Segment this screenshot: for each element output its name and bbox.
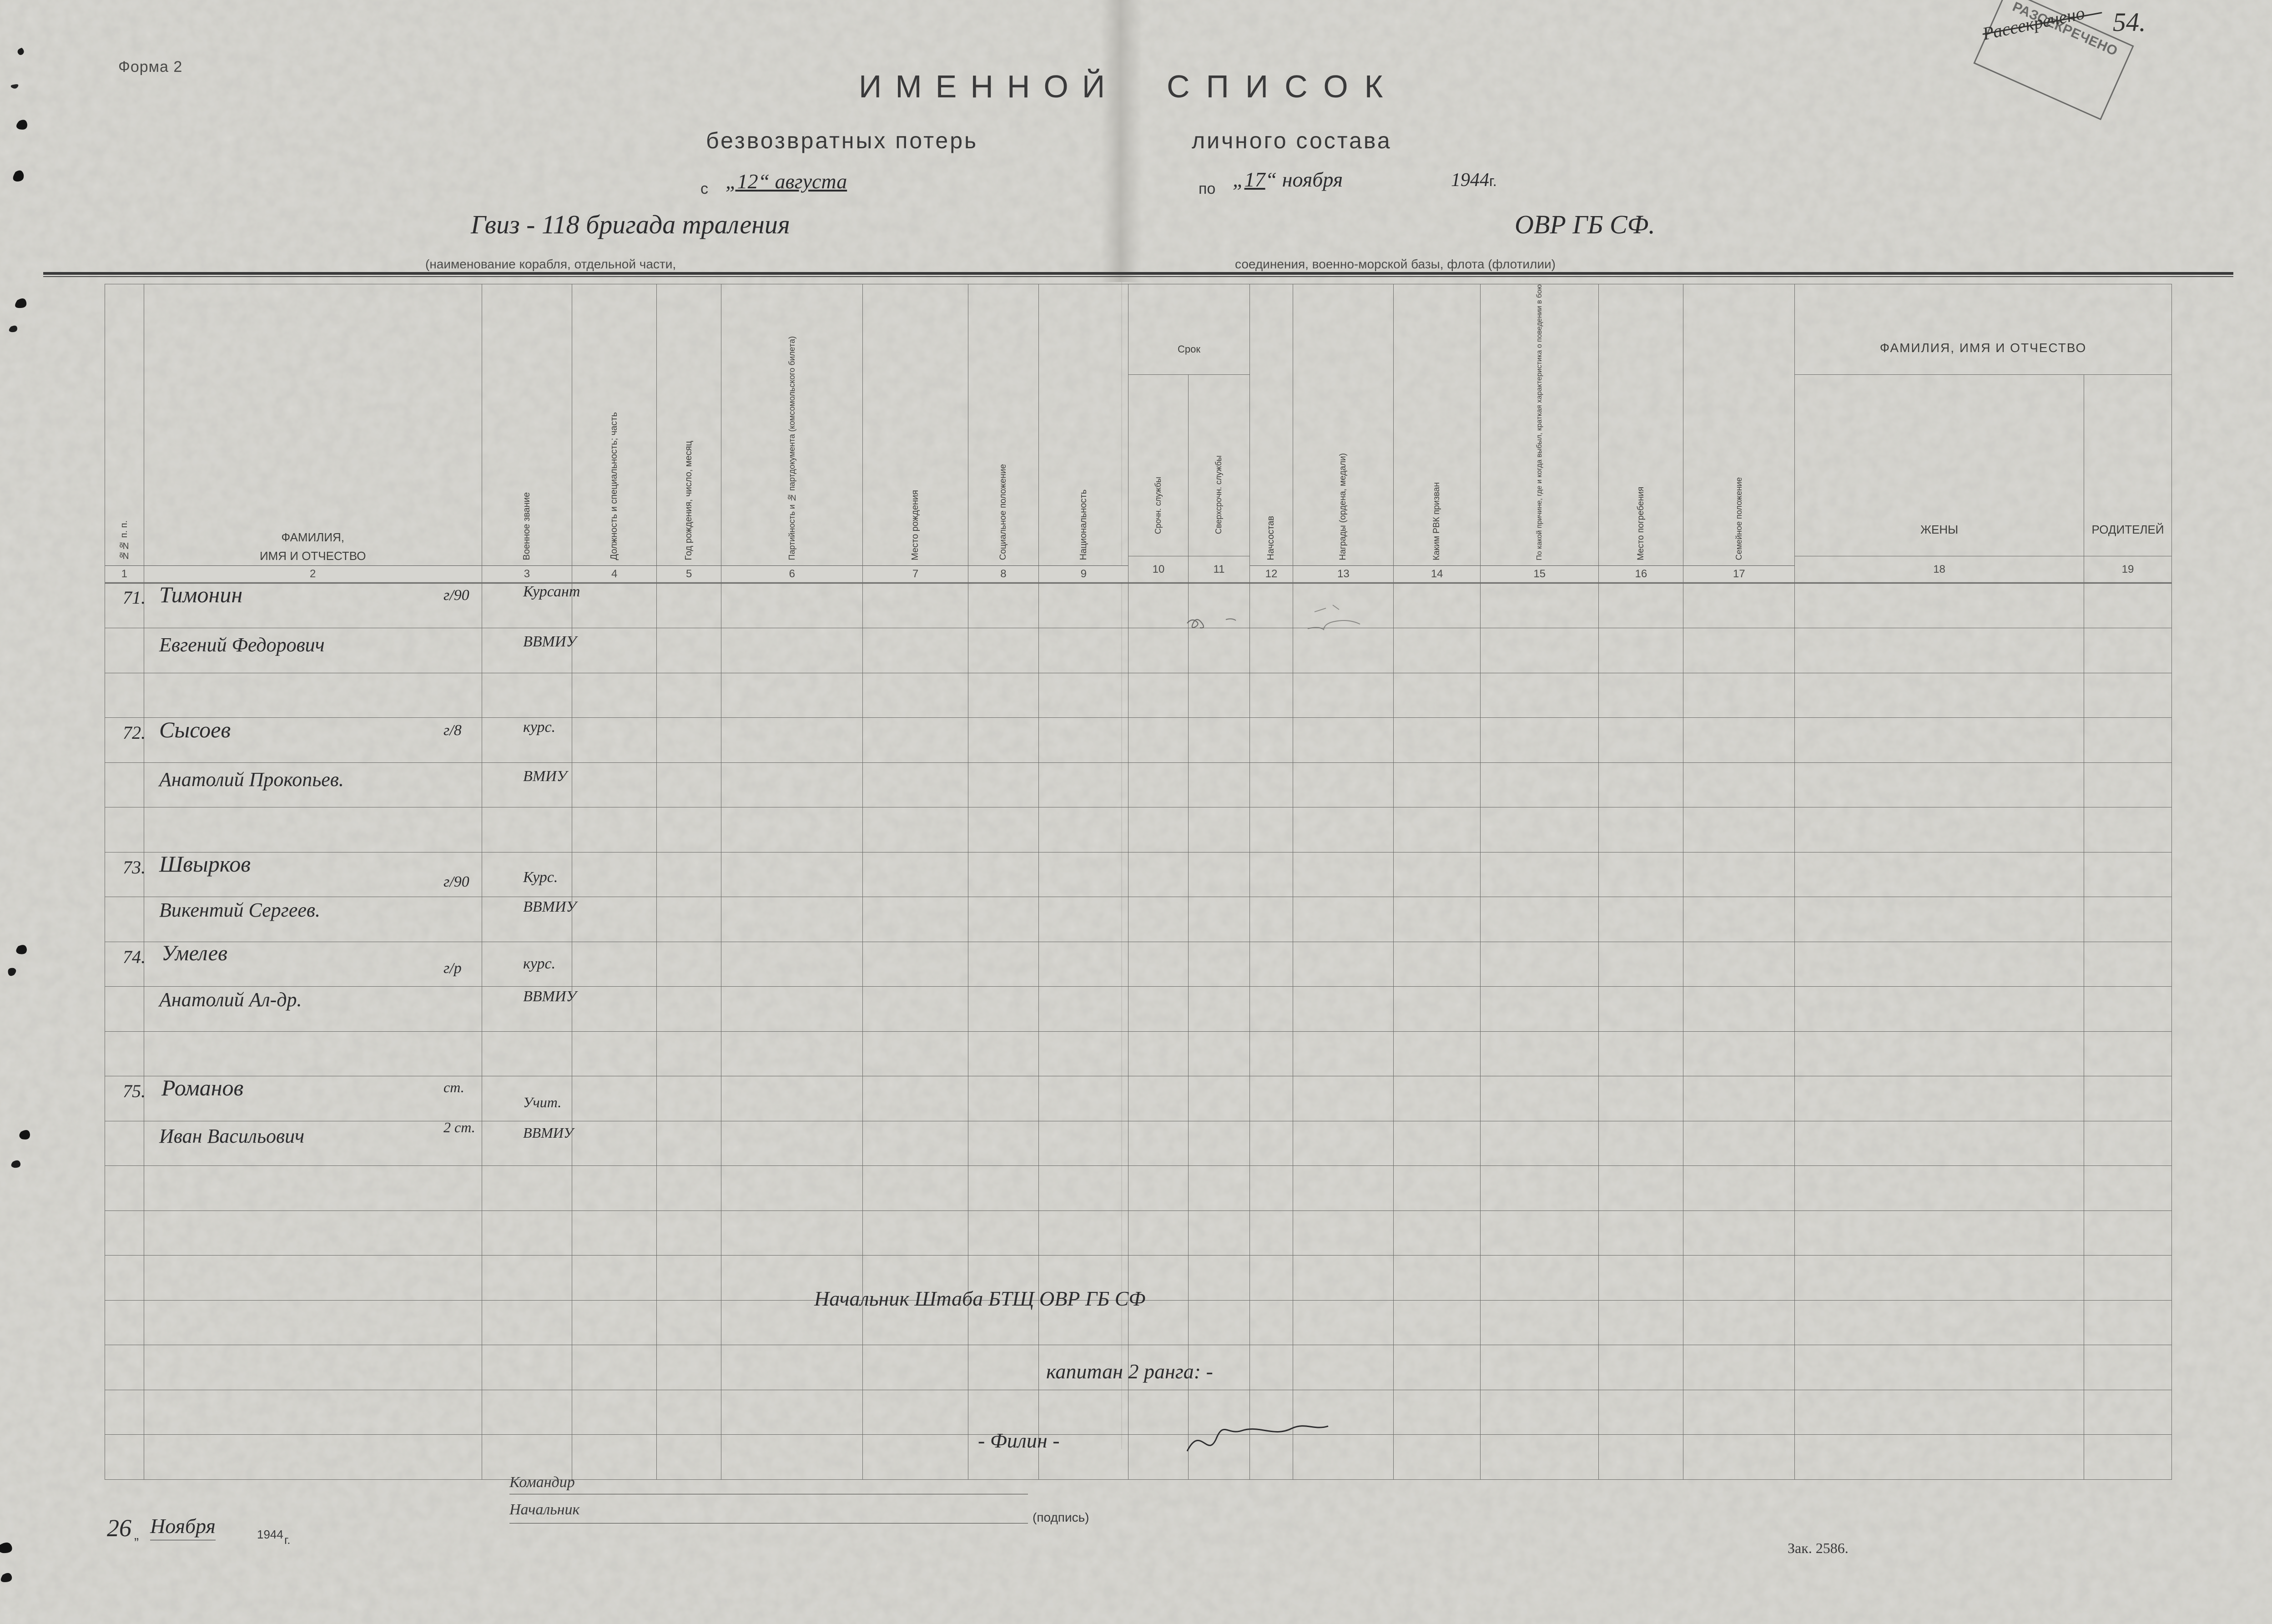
svg-text:54.: 54.	[2113, 7, 2146, 37]
